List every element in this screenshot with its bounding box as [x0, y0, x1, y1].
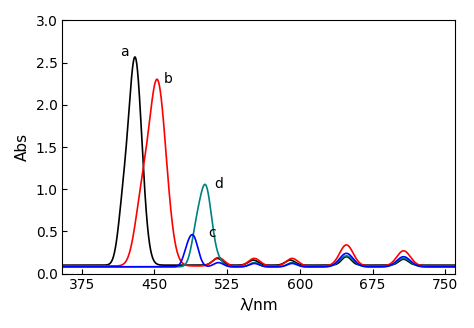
- Text: a: a: [120, 45, 129, 59]
- X-axis label: λ/nm: λ/nm: [239, 298, 278, 313]
- Text: b: b: [164, 72, 173, 86]
- Text: d: d: [215, 177, 223, 191]
- Y-axis label: Abs: Abs: [15, 133, 30, 161]
- Text: c: c: [208, 226, 215, 240]
